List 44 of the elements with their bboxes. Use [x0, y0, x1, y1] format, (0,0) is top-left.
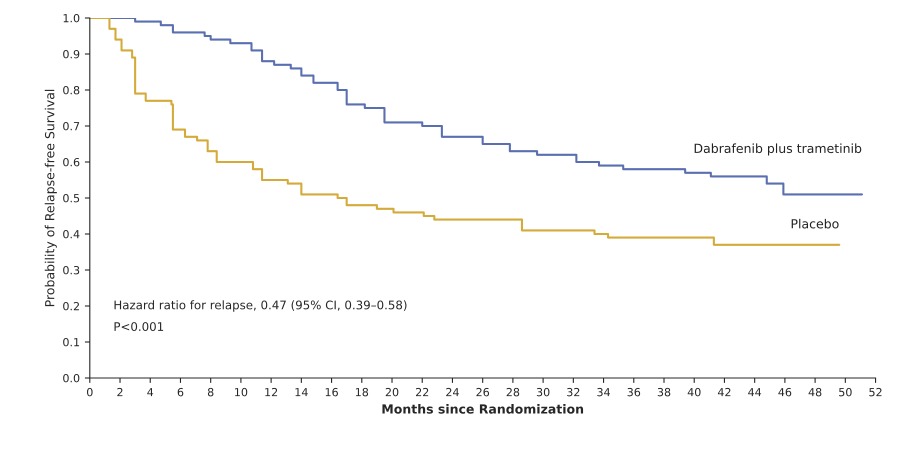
- x-tick-label: 38: [658, 388, 670, 396]
- y-tick-label: 0.3: [63, 266, 80, 274]
- series-label: Dabrafenib plus trametinib: [694, 143, 862, 156]
- x-tick-label: 48: [808, 388, 822, 396]
- x-tick-label: 20: [386, 388, 398, 396]
- y-tick-label: 0.5: [63, 194, 80, 202]
- x-tick-label: 50: [839, 388, 852, 396]
- x-tick-label: 52: [869, 388, 882, 396]
- series-label: Placebo: [792, 218, 839, 228]
- x-tick-label: 0: [87, 388, 93, 396]
- x-tick-label: 4: [147, 388, 154, 396]
- x-tick-label: 36: [628, 388, 640, 396]
- y-tick-label: 0.7: [63, 122, 80, 130]
- x-tick-label: 12: [265, 388, 278, 396]
- x-tick-label: 32: [567, 388, 580, 396]
- x-tick-label: 26: [476, 388, 490, 396]
- x-tick-label: 44: [748, 388, 762, 396]
- annotation: P<0.001: [114, 322, 164, 332]
- x-tick-label: 6: [178, 388, 184, 396]
- x-tick-label: 16: [326, 388, 338, 396]
- x-tick-label: 10: [235, 388, 248, 396]
- x-tick-label: 46: [778, 388, 792, 396]
- x-axis-title: Months since Randomization: [382, 404, 584, 414]
- y-tick-label: 0.6: [63, 158, 80, 166]
- x-tick-label: 8: [208, 388, 214, 396]
- x-tick-label: 34: [597, 388, 610, 396]
- x-tick-label: 22: [416, 388, 428, 396]
- y-tick-label: 1.0: [64, 14, 80, 22]
- y-tick-label: 0.9: [63, 50, 80, 58]
- annotation: Hazard ratio for relapse, 0.47 (95% CI, 0.39–0.58): [114, 300, 406, 312]
- y-axis-title: Probability of Relapse-free Survival: [44, 90, 57, 306]
- y-tick-label: 0.4: [63, 230, 80, 238]
- x-tick-label: 24: [446, 388, 459, 396]
- x-tick-label: 2: [117, 388, 122, 396]
- y-tick-label: 0.8: [63, 86, 80, 94]
- x-tick-label: 18: [356, 388, 368, 396]
- y-tick-label: 0.1: [63, 338, 80, 346]
- x-tick-label: 40: [688, 388, 701, 396]
- y-tick-label: 0.0: [63, 374, 80, 382]
- x-tick-label: 42: [718, 388, 730, 396]
- y-tick-label: 0.2: [63, 302, 79, 310]
- x-tick-label: 14: [296, 388, 308, 396]
- x-tick-label: 28: [506, 388, 520, 396]
- x-tick-label: 30: [536, 388, 550, 396]
